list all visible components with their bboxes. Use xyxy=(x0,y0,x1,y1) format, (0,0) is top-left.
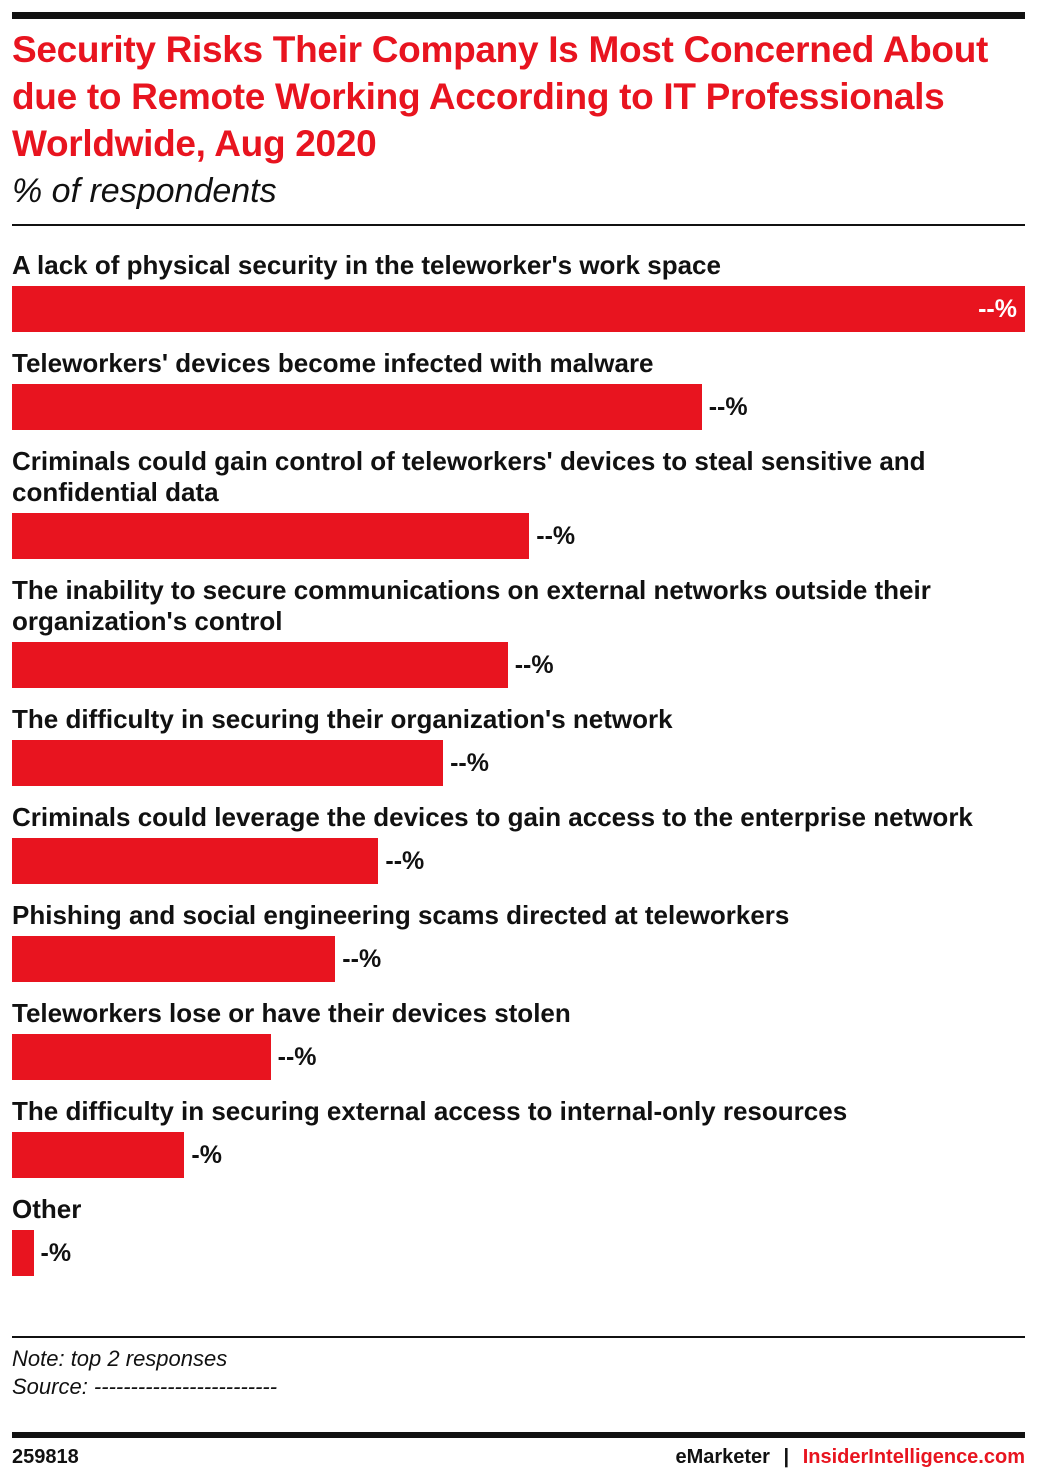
bar xyxy=(12,740,444,786)
value-label: --% xyxy=(708,392,748,421)
bar-row: --% xyxy=(12,286,1025,332)
bar-row: --% xyxy=(12,740,1025,786)
category-label: Criminals could gain control of telework… xyxy=(12,446,926,507)
category-label: Phishing and social engineering scams di… xyxy=(12,900,790,930)
category-label: Other xyxy=(12,1194,82,1224)
category-label: The inability to secure communications o… xyxy=(12,575,931,636)
category-label: A lack of physical security in the telew… xyxy=(12,250,721,280)
bar xyxy=(12,936,336,982)
rule xyxy=(12,224,1025,226)
bar-row: --% xyxy=(12,1034,1025,1080)
category-label: The difficulty in securing their organiz… xyxy=(12,704,673,734)
bar xyxy=(12,1034,271,1080)
brand-name: eMarketer xyxy=(675,1446,770,1468)
source: Source: ------------------------- xyxy=(12,1374,278,1399)
note: Note: top 2 responses xyxy=(12,1346,228,1371)
category-label: Teleworkers' devices become infected wit… xyxy=(12,348,654,378)
top-rule xyxy=(12,12,1025,19)
chart-id: 259818 xyxy=(12,1446,79,1468)
value-label: --% xyxy=(536,521,576,550)
category-label: The difficulty in securing external acce… xyxy=(12,1096,848,1126)
value-label: --% xyxy=(514,650,554,679)
bar-row: -% xyxy=(12,1230,1025,1276)
rule xyxy=(12,1336,1025,1338)
brand: eMarketer | InsiderIntelligence.com xyxy=(675,1446,1025,1469)
chart-title: Security Risks Their Company Is Most Con… xyxy=(12,29,989,164)
separator: | xyxy=(783,1446,790,1468)
brand-site: InsiderIntelligence.com xyxy=(802,1446,1025,1468)
value-label: -% xyxy=(40,1238,72,1267)
value-label: --% xyxy=(385,846,425,875)
value-label: --% xyxy=(978,295,1017,323)
bar-row: --% xyxy=(12,936,1025,982)
bottom-rule xyxy=(12,1432,1025,1438)
bar xyxy=(12,838,379,884)
value-label: -% xyxy=(191,1140,222,1169)
bar xyxy=(12,384,702,430)
bar xyxy=(12,1132,185,1178)
bar xyxy=(12,642,508,688)
chart-subtitle: % of respondents xyxy=(12,172,277,210)
bar-row: --% xyxy=(12,384,1025,430)
category-label: Criminals could leverage the devices to … xyxy=(12,802,973,832)
bar: --% xyxy=(12,286,1025,332)
plot: A lack of physical security in the telew… xyxy=(12,250,1025,1292)
bar xyxy=(12,513,530,559)
bar-row: --% xyxy=(12,642,1025,688)
value-label: --% xyxy=(277,1042,317,1071)
bar-row: -% xyxy=(12,1132,1025,1178)
value-label: --% xyxy=(450,748,489,777)
category-label: Teleworkers lose or have their devices s… xyxy=(12,998,571,1028)
bar-row: --% xyxy=(12,838,1025,884)
bar xyxy=(12,1230,34,1276)
value-label: --% xyxy=(342,944,382,973)
bar-row: --% xyxy=(12,513,1025,559)
